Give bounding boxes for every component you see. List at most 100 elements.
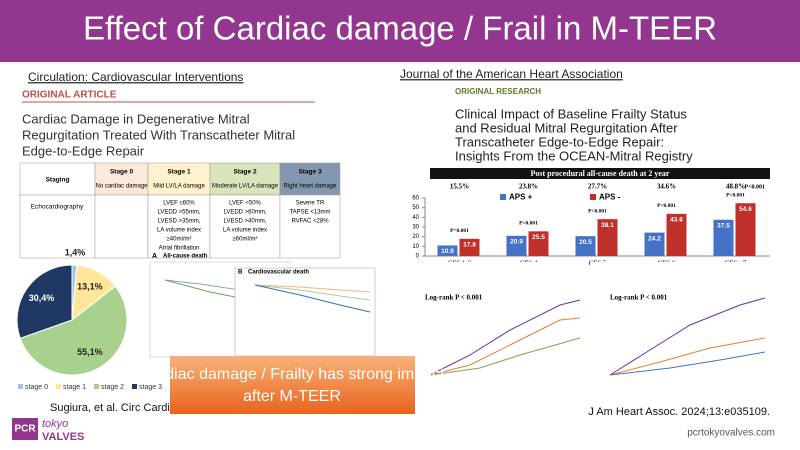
bar [597, 219, 618, 256]
km-pvalue: Log-rank P < 0.001 [610, 294, 668, 302]
km-pvalue: Log-rank P < 0.001 [425, 294, 483, 302]
table-row-label: Echocardiography [31, 204, 84, 211]
bar [459, 238, 480, 256]
y-tick-label: 10 [412, 244, 419, 250]
group-label: 23.8% [519, 183, 538, 191]
pie-label: 13,1% [77, 282, 103, 292]
chart-title-band [430, 168, 770, 179]
km-curve [429, 299, 581, 376]
logo-mark [12, 418, 38, 440]
table-subheader: No cardiac damage [95, 184, 148, 190]
table-cell [279, 194, 341, 259]
pie-slice [19, 285, 128, 376]
km-panel [234, 267, 376, 357]
km-curve [609, 337, 766, 376]
table-subheader: Mild LV/LA damage [153, 184, 205, 190]
table-cell-text: LA volume index [157, 228, 201, 234]
callout-line: Cardiac damage / Frailty has strong impa… [139, 366, 445, 383]
table-cell-text: LVEDD >55mm, [157, 210, 200, 216]
table-header-cell [209, 162, 281, 196]
pie-label: 1,4% [65, 247, 86, 257]
group-label: 15.5% [450, 183, 469, 191]
km-title: Cardiovascular death [248, 270, 309, 276]
group-label: 48.8% [726, 183, 745, 191]
article-title: Cardiac Damage in Degenerative Mitral [22, 111, 250, 126]
km-panel [590, 262, 770, 382]
value-label: 43.6 [670, 217, 683, 224]
table-cell-text: ≥60ml/m² [233, 237, 258, 243]
bar [735, 203, 756, 256]
pie-label: 30,4% [29, 293, 55, 303]
legend-label: stage 0 [25, 384, 48, 391]
bar [575, 236, 596, 256]
legend-label: APS - [599, 193, 621, 202]
article-title: Regurgitation Treated With Transcatheter… [22, 127, 295, 142]
value-label: 17.8 [463, 242, 476, 249]
km-left: A All-cause death B Cardiovascular death [149, 253, 376, 358]
journal: Journal of the American Heart Associatio… [400, 67, 623, 81]
title-bar [0, 0, 800, 62]
legend-label: stage 2 [101, 384, 124, 391]
overall-p: P<0.001 [744, 184, 765, 190]
y-tick-label: 60 [412, 196, 419, 202]
callout-box [170, 356, 415, 414]
km-curve [254, 284, 371, 293]
citation: J Am Heart Assoc. 2024;13:e035109. [588, 406, 770, 418]
pie-slice [16, 264, 73, 339]
value-label: 20.9 [510, 239, 523, 246]
value-label: 38.1 [601, 222, 614, 229]
y-tick-label: 40 [412, 215, 419, 221]
km-letter: B [238, 270, 243, 276]
p-label: P<0.001 [726, 192, 745, 198]
table-header: Stage 3 [298, 169, 322, 176]
table-cell-text: LVEDD >60mm, [223, 210, 266, 216]
journal: Circulation: Cardiovascular Intervention… [28, 70, 243, 84]
table-subheader: Moderate LV/LA damage [212, 184, 279, 190]
group-label: 34.6% [657, 183, 676, 191]
article-title: Insights From the OCEAN-Mitral Registry [455, 148, 693, 163]
p-label: P<0.001 [588, 208, 607, 214]
value-label: 25.5 [532, 234, 545, 241]
bar [644, 232, 665, 256]
logo-valves: VALVES [42, 431, 84, 443]
value-label: 54.6 [739, 206, 752, 213]
callout-line: after M-TEER [243, 388, 341, 405]
article-title: Clinical Impact of Baseline Frailty Stat… [455, 106, 687, 121]
table-cell-text: LVESD >35mm, [158, 219, 201, 225]
group-label: 27.7% [588, 183, 607, 191]
table-cell-text: LVESD >40mm, [224, 219, 267, 225]
table-header: Stage 0 [110, 169, 134, 176]
chart-title: Post procedural all-cause death at 2 yea… [531, 169, 670, 178]
table-cell-text: LVEF ≤60% [163, 201, 195, 207]
logo-tokyo: tokyo [42, 418, 68, 430]
table-cell-text: Atrial fibrillation [159, 246, 200, 252]
table-header-cell [94, 162, 149, 196]
km-curve [254, 284, 371, 301]
km-curve [609, 351, 766, 376]
bar [528, 231, 549, 256]
y-tick-label: 30 [412, 225, 419, 231]
value-label: 37.5 [717, 222, 730, 229]
bar [666, 213, 687, 256]
article-title: Edge-to-Edge Repair [22, 143, 145, 158]
legend-label: stage 1 [63, 384, 86, 391]
table-cell-text: LVEF <50% [229, 201, 261, 207]
km-right: Log-rank P < 0.001 Log-rank P < 0.001 [410, 262, 770, 382]
url: pcrtokyovalves.com [687, 428, 775, 439]
table-cell [147, 194, 211, 259]
logo-pcr: PCR [14, 424, 36, 435]
legend-swatch [590, 194, 596, 200]
table-cell-text: LA volume index [223, 228, 267, 234]
km-curve [429, 337, 581, 376]
legend-swatch [500, 194, 506, 200]
article-title: and Residual Mitral Regurgitation After [455, 120, 678, 135]
km-curve [429, 317, 581, 376]
legend-swatch [18, 384, 23, 389]
value-label: 10.9 [441, 248, 454, 255]
y-tick-label: 0 [416, 254, 420, 260]
p-label: P<0.001 [519, 221, 538, 227]
legend-label: APS + [509, 193, 533, 202]
km-curve [254, 284, 371, 313]
bar [506, 235, 527, 256]
